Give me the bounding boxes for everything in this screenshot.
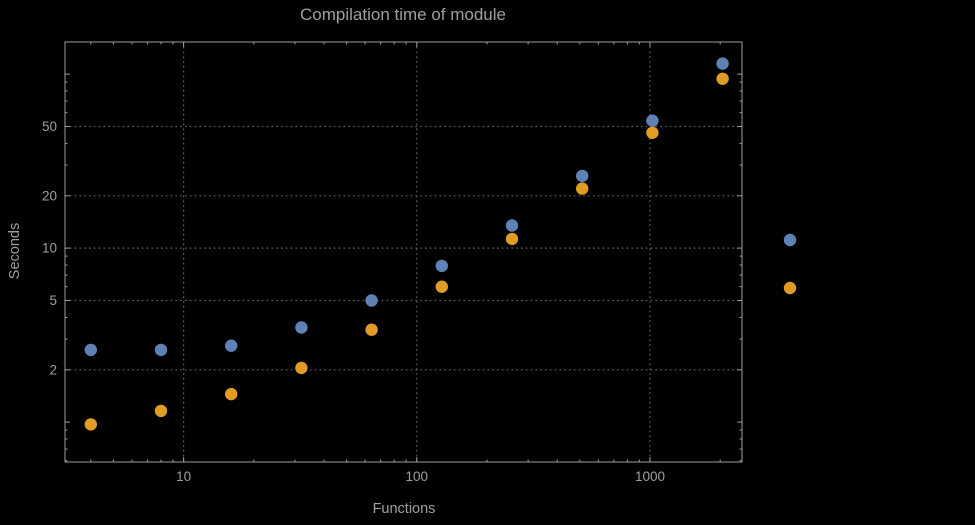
data-point-orange — [154, 404, 168, 418]
legend-marker-blue — [783, 233, 797, 247]
data-point-blue — [154, 343, 168, 357]
y-tick-label: 50 — [42, 119, 57, 134]
y-tick-label: 2 — [49, 362, 57, 377]
data-point-blue — [505, 219, 519, 232]
y-tick-label: 5 — [49, 293, 57, 308]
legend-marker-orange — [783, 281, 797, 295]
y-tick-label: 10 — [42, 241, 57, 256]
data-point-orange — [576, 182, 589, 195]
data-point-orange — [365, 323, 378, 336]
y-axis-label: Seconds — [7, 222, 23, 280]
x-tick-label: 1000 — [635, 469, 665, 484]
data-point-blue — [84, 343, 98, 357]
y-tick-label: 20 — [42, 188, 57, 203]
data-point-orange — [646, 126, 659, 139]
data-point-orange — [505, 232, 519, 246]
data-point-orange — [84, 418, 98, 431]
data-point-blue — [435, 259, 448, 273]
x-tick-label: 10 — [176, 469, 191, 484]
data-point-blue — [225, 339, 238, 352]
data-point-blue — [646, 114, 659, 127]
data-point-blue — [365, 294, 378, 307]
x-tick-label: 100 — [406, 469, 429, 484]
plot-frame — [64, 41, 743, 463]
chart-title: Compilation time of module — [300, 5, 506, 24]
x-axis-label: Functions — [372, 501, 436, 517]
data-point-blue — [295, 321, 308, 334]
data-point-orange — [435, 280, 448, 293]
data-point-blue — [716, 57, 729, 70]
data-point-blue — [576, 169, 589, 183]
data-point-orange — [225, 387, 238, 401]
data-point-orange — [716, 72, 729, 86]
data-point-orange — [295, 361, 308, 375]
